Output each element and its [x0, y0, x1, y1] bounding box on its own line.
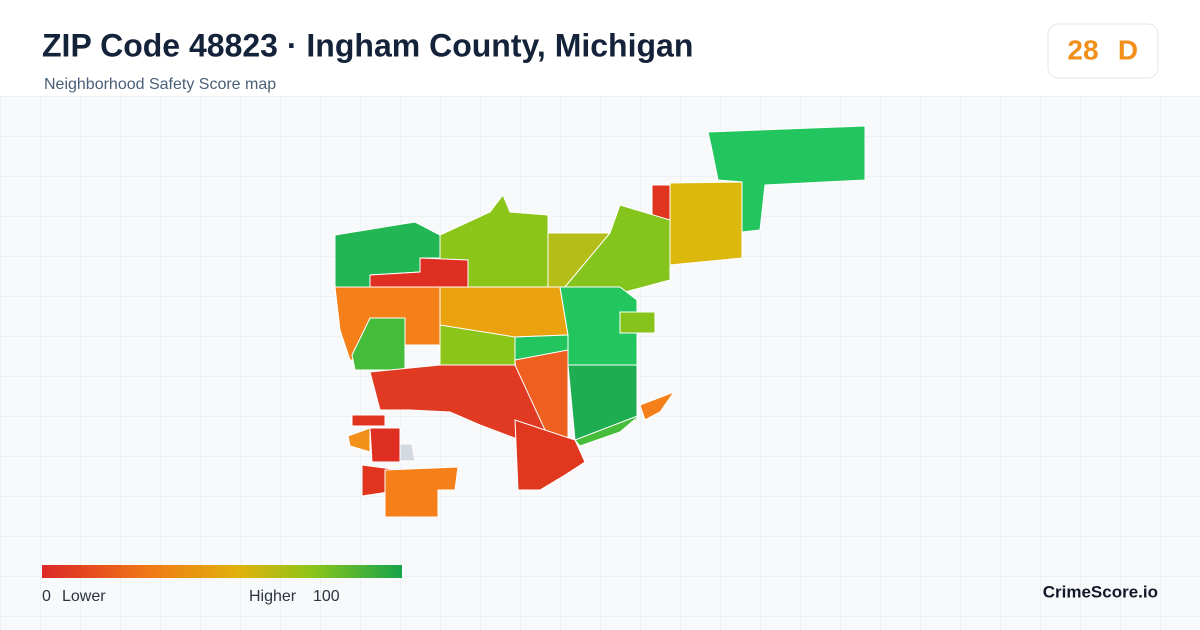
title: ZIP Code 48823 · Ingham County, Michigan [42, 27, 693, 63]
region [567, 364, 638, 441]
header-background [0, 0, 1200, 96]
brand: CrimeScore.io [1043, 582, 1158, 601]
region [574, 414, 641, 447]
legend-min: 0 [42, 588, 51, 605]
region [639, 390, 676, 421]
region [351, 414, 386, 427]
subtitle: Neighborhood Safety Score map [44, 76, 276, 93]
region [399, 443, 416, 462]
region [619, 311, 656, 334]
region [369, 427, 401, 463]
region [347, 427, 371, 453]
region [707, 125, 866, 233]
legend-scale [42, 565, 402, 578]
score-grade: D [1118, 34, 1138, 65]
legend-max-label: Higher [249, 588, 297, 605]
region [369, 364, 546, 441]
region [384, 466, 459, 518]
legend-min-label: Lower [62, 588, 106, 605]
map [334, 125, 866, 518]
region [669, 181, 743, 266]
score-badge [1047, 23, 1159, 79]
region [351, 317, 406, 371]
score-value: 28 [1067, 34, 1098, 65]
legend-max: 100 [313, 588, 340, 605]
